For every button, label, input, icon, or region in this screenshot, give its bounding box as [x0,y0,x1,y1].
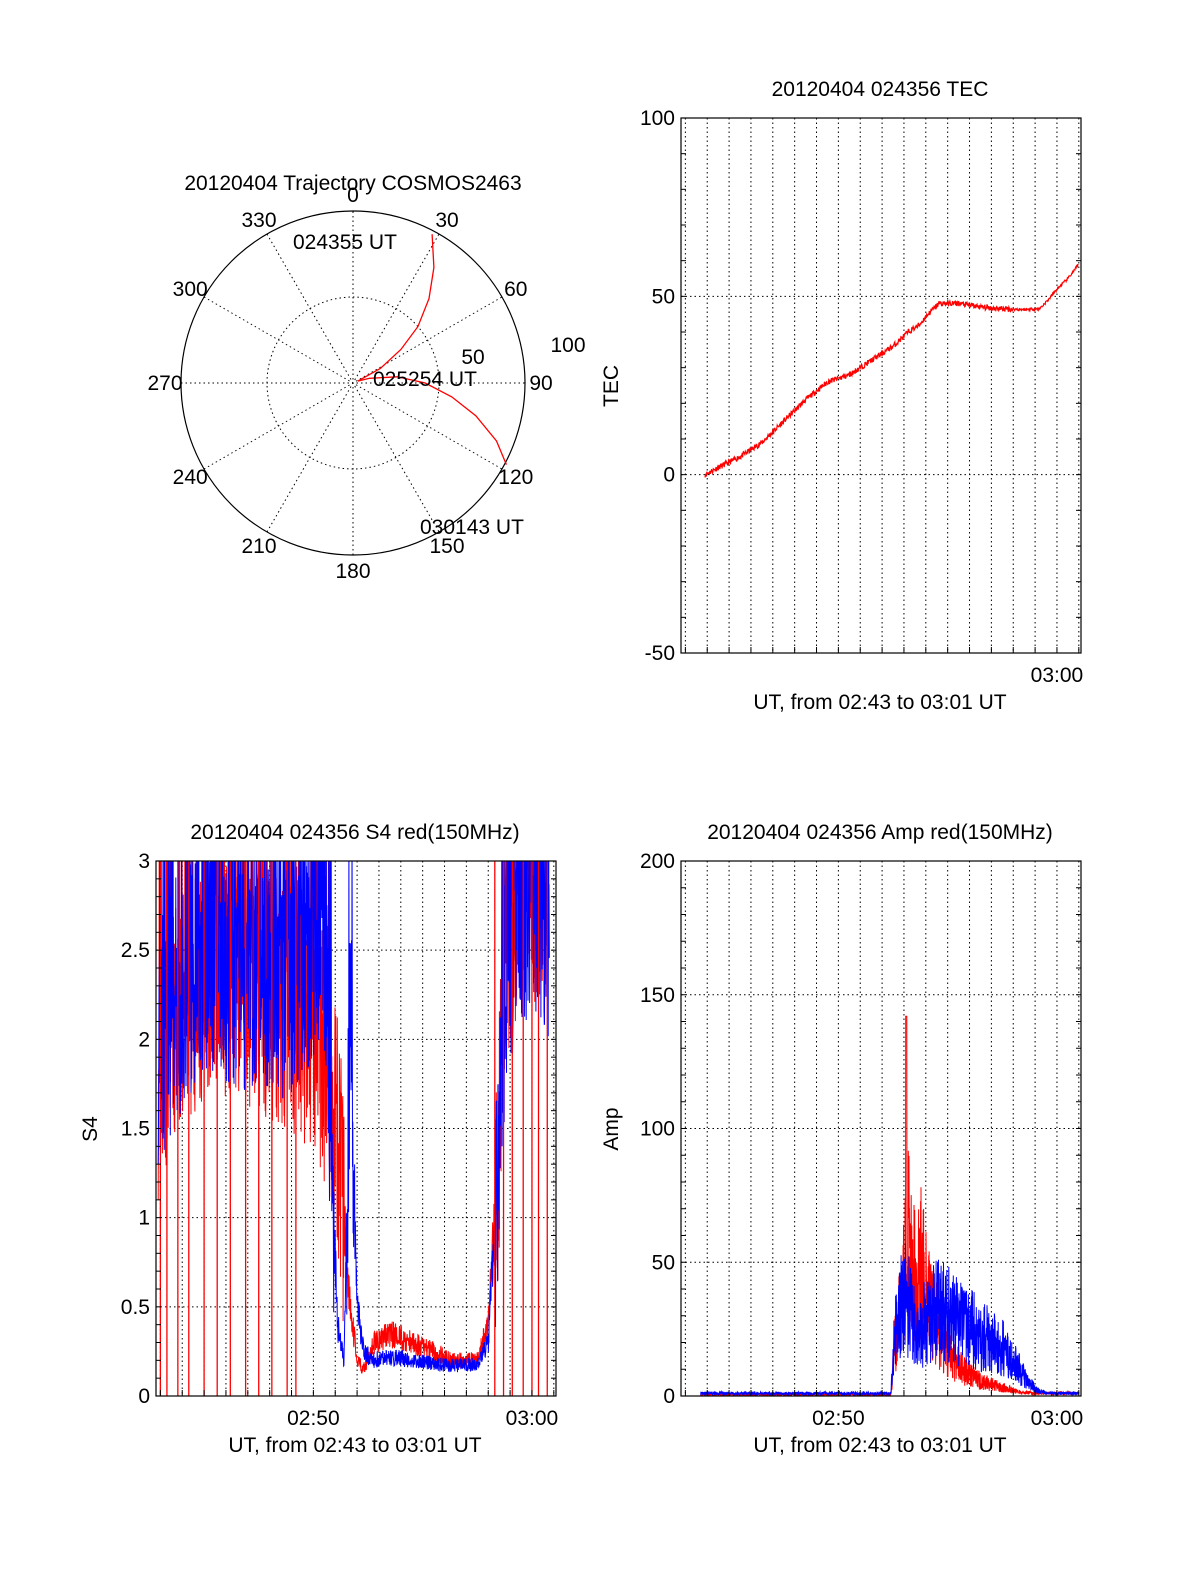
tec-series-line [704,263,1079,478]
amp-ytick-label: 50 [652,1251,675,1274]
amp-ytick-label: 0 [663,1385,675,1408]
amp-chart: 20120404 024356 Amp red(150MHz) 0 50 100 15… [600,821,1083,1457]
s4-title: 20120404 024356 S4 red(150MHz) [190,821,519,844]
track-start-label: 024355 UT [293,231,397,254]
tec-ytick-label: 0 [663,464,675,487]
track-end-label: 030143 UT [420,516,524,539]
s4-ticks: 0 0.5 1 1.5 2 2.5 3 02:50 03:00 [121,850,558,1430]
tec-ytick-label: 100 [640,107,675,130]
tec-plot-frame [680,117,1082,654]
radial-label-50: 50 [461,346,484,369]
polar-angle-label-240: 240 [173,466,208,489]
amp-title: 20120404 024356 Amp red(150MHz) [707,821,1053,844]
s4-ytick-label: 0.5 [121,1296,150,1319]
radial-label-100: 100 [550,334,585,357]
trajectory-title: 20120404 Trajectory COSMOS2463 [184,172,521,195]
polar-angle-labels: 0 30 60 90 120 150 180 210 240 270 300 330 [147,184,552,583]
polar-angle-label-210: 210 [241,535,276,558]
polar-angle-label-300: 300 [173,278,208,301]
tec-grid [681,117,1081,654]
amp-xtick-label: 02:50 [812,1407,865,1430]
polar-angle-label-180: 180 [335,560,370,583]
s4-series [157,861,550,1396]
s4-xtick-label: 02:50 [287,1407,340,1430]
polar-angle-label-0: 0 [347,184,359,207]
tec-ylabel: TEC [600,365,623,407]
s4-ytick-label: 3 [138,850,150,873]
amp-series [700,1015,1080,1396]
amp-xlabel: UT, from 02:43 to 03:01 UT [753,1434,1006,1457]
amp-ylabel: Amp [600,1107,623,1150]
s4-ytick-label: 0 [138,1385,150,1408]
s4-ytick-label: 1 [138,1207,150,1230]
polar-angle-label-30: 30 [435,209,458,232]
s4-chart: 20120404 024356 S4 red(150MHz) 0 0.5 1 1.5 2… [79,821,558,1457]
trajectory-track-line [357,234,507,465]
amp-ticks: 0 50 100 150 200 02:50 03:00 [640,850,1083,1430]
track-mid-label: 025254 UT [373,368,477,391]
polar-angle-label-150: 150 [429,535,464,558]
polar-spoke-150 [266,233,440,533]
amp-series-line-blue [700,1243,1080,1396]
polar-angle-label-330: 330 [241,209,276,232]
amp-ytick-label: 200 [640,850,675,873]
polar-angle-label-90: 90 [529,372,552,395]
polar-angle-label-120: 120 [498,466,533,489]
amp-series-line-red [700,1015,1080,1396]
tec-series [704,263,1079,478]
amp-xtick-label: 03:00 [1031,1407,1084,1430]
tec-ticks: -50 0 50 100 03:00 [640,107,1083,687]
s4-ytick-label: 1.5 [121,1118,150,1141]
amp-grid [681,860,1081,1397]
tec-ytick-label: -50 [645,642,675,665]
s4-ylabel: S4 [79,1116,102,1142]
trajectory-polar-plot: 20120404 Trajectory COSMOS2463 0 30 60 90 12… [147,172,585,583]
polar-angle-label-60: 60 [504,278,527,301]
s4-xtick-label: 03:00 [506,1407,559,1430]
tec-xtick-label: 03:00 [1031,664,1084,687]
polar-angle-label-270: 270 [147,372,182,395]
tec-title: 20120404 024356 TEC [772,78,989,101]
s4-ytick-label: 2.5 [121,939,150,962]
amp-ytick-label: 150 [640,984,675,1007]
s4-xlabel: UT, from 02:43 to 03:01 UT [228,1434,481,1457]
s4-series-line-blue [157,861,550,1373]
tec-chart: 20120404 024356 TEC -50 0 50 100 03:00 TEC U… [600,78,1083,714]
amp-ytick-label: 100 [640,1118,675,1141]
tec-xlabel: UT, from 02:43 to 03:01 UT [753,691,1006,714]
tec-ytick-label: 50 [652,285,675,308]
polar-outer-circle [180,210,526,556]
s4-ytick-label: 2 [138,1028,150,1051]
polar-grid [181,211,525,555]
s4-series-line-red [157,861,550,1374]
